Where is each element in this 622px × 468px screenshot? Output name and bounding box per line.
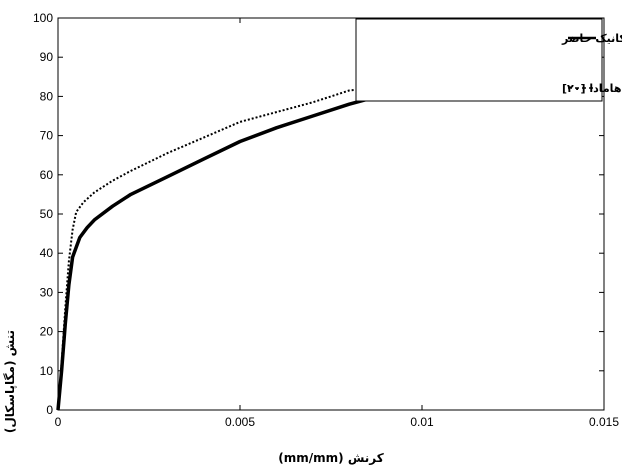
y-tick-label: 70	[40, 129, 54, 143]
y-ticks: 0 10 20 30 40 50 60 70 80 90 100	[33, 11, 604, 417]
x-ticks: 0 0.005 0.01 0.015	[55, 18, 619, 429]
legend-box	[355, 18, 603, 102]
y-tick-label: 0	[46, 403, 53, 417]
x-tick-label: 0.01	[410, 415, 434, 429]
legend: مدل مایکرومکانیک حاضر هامادا [۲۰]	[355, 18, 622, 102]
y-tick-label: 80	[40, 89, 54, 103]
y-tick-label: 90	[40, 50, 54, 64]
y-tick-label: 30	[40, 285, 54, 299]
x-axis-label: کرنش (mm/mm)	[278, 451, 383, 465]
legend-label-series-0: مدل مایکرومکانیک حاضر	[561, 32, 622, 45]
y-tick-label: 10	[40, 364, 54, 378]
series-line-0	[56, 90, 404, 411]
x-tick-label: 0	[55, 415, 62, 429]
plot-lines	[56, 87, 404, 411]
y-tick-label: 20	[40, 325, 54, 339]
y-tick-label: 40	[40, 246, 54, 260]
legend-label-series-1: هامادا [۲۰]	[562, 82, 621, 95]
y-axis-label: تنش (مگاپاسکال)	[3, 330, 17, 433]
x-tick-label: 0.005	[225, 415, 255, 429]
y-tick-label: 50	[40, 207, 54, 221]
x-tick-label: 0.015	[589, 415, 619, 429]
series-line-1	[57, 87, 368, 411]
y-tick-label: 60	[40, 168, 54, 182]
y-tick-label: 100	[33, 11, 53, 25]
